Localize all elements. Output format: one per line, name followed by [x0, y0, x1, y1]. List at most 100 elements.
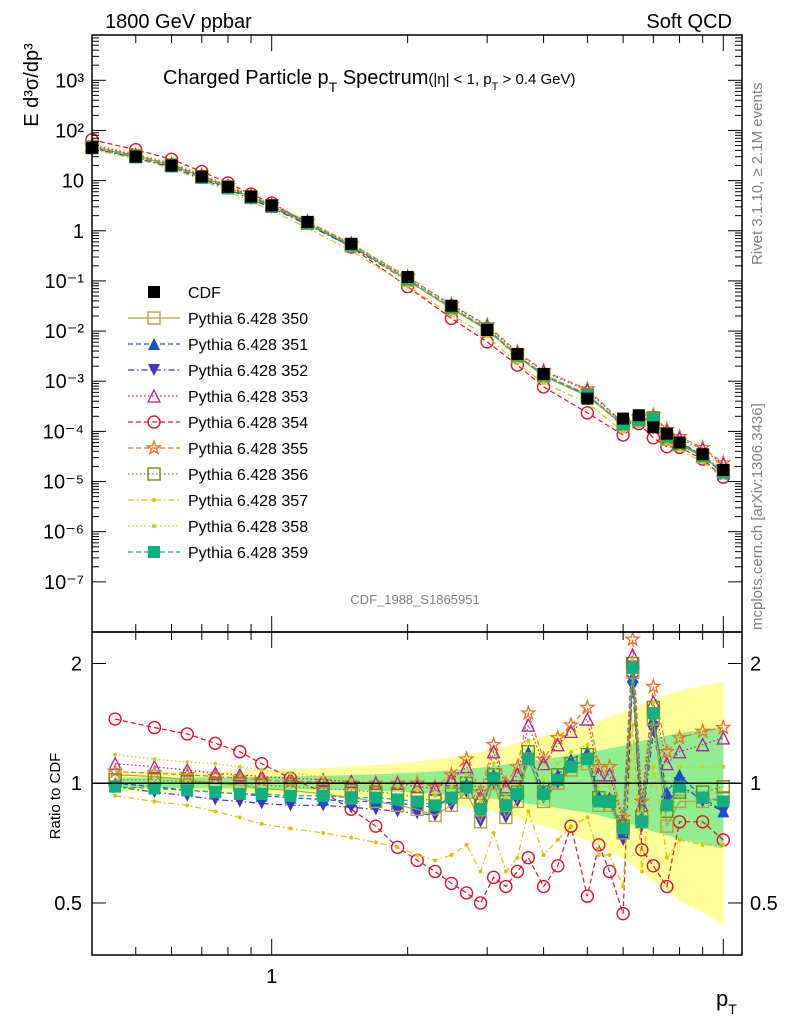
legend-label: Pythia 6.428 357: [188, 493, 308, 510]
ratio-series-point: [673, 768, 686, 781]
ratio-series-point: [549, 728, 567, 746]
ratio-series-point: [592, 838, 606, 852]
main-ytick-label: 10⁻⁶: [43, 522, 84, 544]
ratio-series-line: [115, 667, 724, 831]
ratio-series-point: [317, 789, 330, 802]
main-ytick-label: 10⁻⁵: [43, 472, 84, 494]
ratio-series-point: [213, 761, 218, 766]
reference-point: [717, 463, 730, 476]
main-series-point: [621, 429, 626, 434]
ratio-series-point: [565, 760, 578, 773]
reference-point: [129, 150, 142, 163]
ratio-series-point: [473, 896, 488, 910]
ratio-series-point: [695, 737, 710, 752]
main-ytick-label: 10²: [55, 120, 84, 142]
ratio-series-point: [563, 723, 579, 739]
reference-point: [696, 448, 709, 461]
ratio-ytick-label: 1: [71, 773, 82, 795]
ratio-series-line: [115, 655, 724, 822]
ratio-series-point: [499, 810, 513, 825]
ratio-series-point: [535, 750, 553, 767]
main-ytick-label: 10⁻¹: [45, 271, 85, 293]
ratio-series-point: [647, 725, 660, 738]
ratio-series-point: [449, 853, 454, 858]
main-ylabel: E d³σ/dp³: [21, 43, 43, 127]
ratio-ytick-label: 2: [71, 653, 82, 675]
ratio-series-point: [255, 787, 268, 800]
ratio-series-point: [541, 777, 546, 782]
legend: CDF Pythia 6.428 350 Pythia 6.428 351 Pythi…: [128, 285, 308, 562]
legend-label: Pythia 6.428 350: [188, 311, 308, 328]
analysis-tag: CDF_1988_S1865951: [350, 592, 479, 607]
ratio-ylabel: Ratio to CDF: [47, 753, 64, 840]
ratio-series-point: [647, 707, 660, 720]
legend-marker: [148, 338, 160, 350]
ratio-series-point: [651, 764, 656, 769]
ratio-series-point: [213, 809, 218, 814]
ratio-series-point: [485, 735, 503, 752]
main-series-line: [91, 145, 724, 464]
ratio-series-point: [616, 906, 630, 921]
reference-point: [195, 170, 208, 183]
ratio-series-point: [344, 774, 359, 789]
ratio-series-point: [209, 786, 222, 799]
ratio-series-point: [410, 779, 425, 794]
ratio-series-point: [259, 821, 264, 826]
main-series-point: [580, 406, 595, 420]
ratio-series-point: [510, 767, 525, 782]
ratio-series-point: [390, 840, 405, 855]
ratio-series-point: [152, 757, 157, 762]
ratio-series-point: [551, 773, 564, 786]
main-ytick-label: 10⁻³: [45, 371, 85, 393]
ratio-series-point: [536, 879, 551, 894]
legend-label: Pythia 6.428 358: [188, 519, 308, 536]
header-right: Soft QCD: [646, 11, 732, 33]
ratio-ytick-label-right: 0.5: [750, 893, 778, 915]
legend-label: Pythia 6.428 351: [188, 337, 308, 354]
ratio-series-point: [716, 780, 731, 794]
ratio-series-point: [487, 772, 500, 785]
ratio-series-point: [426, 777, 444, 794]
ratio-series-point: [472, 783, 490, 800]
ratio-series-point: [626, 661, 639, 674]
ratio-series-point: [428, 864, 442, 879]
reference-data: [86, 141, 730, 476]
ratio-series-point: [569, 749, 574, 754]
ratio-series-point: [237, 815, 242, 820]
ratio-series-point: [635, 815, 648, 828]
ratio-series-point: [717, 805, 730, 818]
legend-marker: [148, 546, 160, 558]
ratio-series-point: [415, 788, 420, 793]
legend-label: Pythia 6.428 355: [188, 441, 308, 458]
ratio-series-point: [519, 704, 537, 721]
ratio-series-point: [113, 793, 118, 798]
ratio-series-point: [644, 677, 662, 694]
main-ytick-label: 1: [73, 221, 84, 243]
ratio-series-point: [717, 795, 730, 808]
ratio-series-point: [316, 772, 331, 787]
ratio-series-point: [237, 764, 242, 769]
ratio-series-point: [185, 803, 190, 808]
ratio-series-point: [526, 809, 531, 814]
ratio-series-point: [449, 784, 454, 789]
ratio-series-point: [342, 774, 360, 791]
legend-label: Pythia 6.428 359: [188, 545, 308, 562]
ratio-series-point: [232, 767, 247, 782]
main-series-line: [91, 147, 724, 473]
legend-entry: Pythia 6.428 354: [128, 415, 308, 432]
ratio-series-point: [607, 784, 612, 789]
ratio-series-point: [551, 859, 565, 873]
ratio-series-point: [147, 720, 162, 735]
header-left: 1800 GeV ppbar: [105, 11, 252, 33]
ratio-series-point: [288, 826, 293, 831]
ratio-series-point: [148, 782, 161, 795]
main-series-line: [91, 148, 724, 479]
legend-entry: Pythia 6.428 353: [128, 388, 308, 406]
legend-marker: [147, 311, 161, 325]
legend-marker: [146, 388, 162, 403]
ratio-series-point: [478, 869, 483, 874]
ratio-series-point: [541, 853, 546, 858]
ratio-ytick-label: 0.5: [54, 893, 82, 915]
ratio-series-point: [321, 830, 326, 835]
reference-point: [581, 392, 594, 405]
